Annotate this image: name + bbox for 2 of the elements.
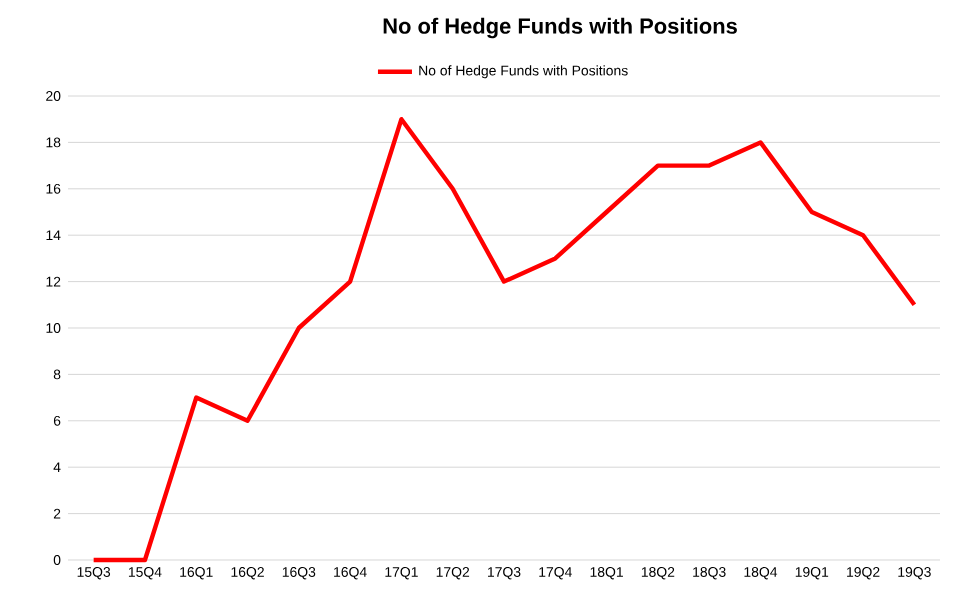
chart-title: No of Hedge Funds with Positions [383, 17, 737, 39]
line-series [91, 117, 917, 563]
